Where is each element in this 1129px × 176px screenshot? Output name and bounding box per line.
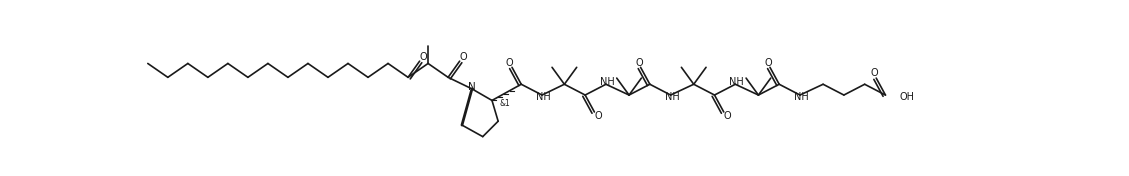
Text: NH: NH <box>536 92 551 102</box>
Text: OH: OH <box>900 92 914 102</box>
Text: O: O <box>724 111 732 121</box>
Text: NH: NH <box>794 92 808 102</box>
Text: O: O <box>636 58 642 68</box>
Text: O: O <box>460 52 467 62</box>
Text: O: O <box>870 68 878 78</box>
Text: O: O <box>420 52 427 62</box>
Text: O: O <box>595 111 602 121</box>
Text: &1: &1 <box>500 99 510 108</box>
Text: NH: NH <box>665 92 680 102</box>
Text: N: N <box>469 82 475 92</box>
Text: O: O <box>764 58 772 68</box>
Text: NH: NH <box>729 77 744 87</box>
Text: O: O <box>506 58 514 68</box>
Text: NH: NH <box>601 77 615 87</box>
